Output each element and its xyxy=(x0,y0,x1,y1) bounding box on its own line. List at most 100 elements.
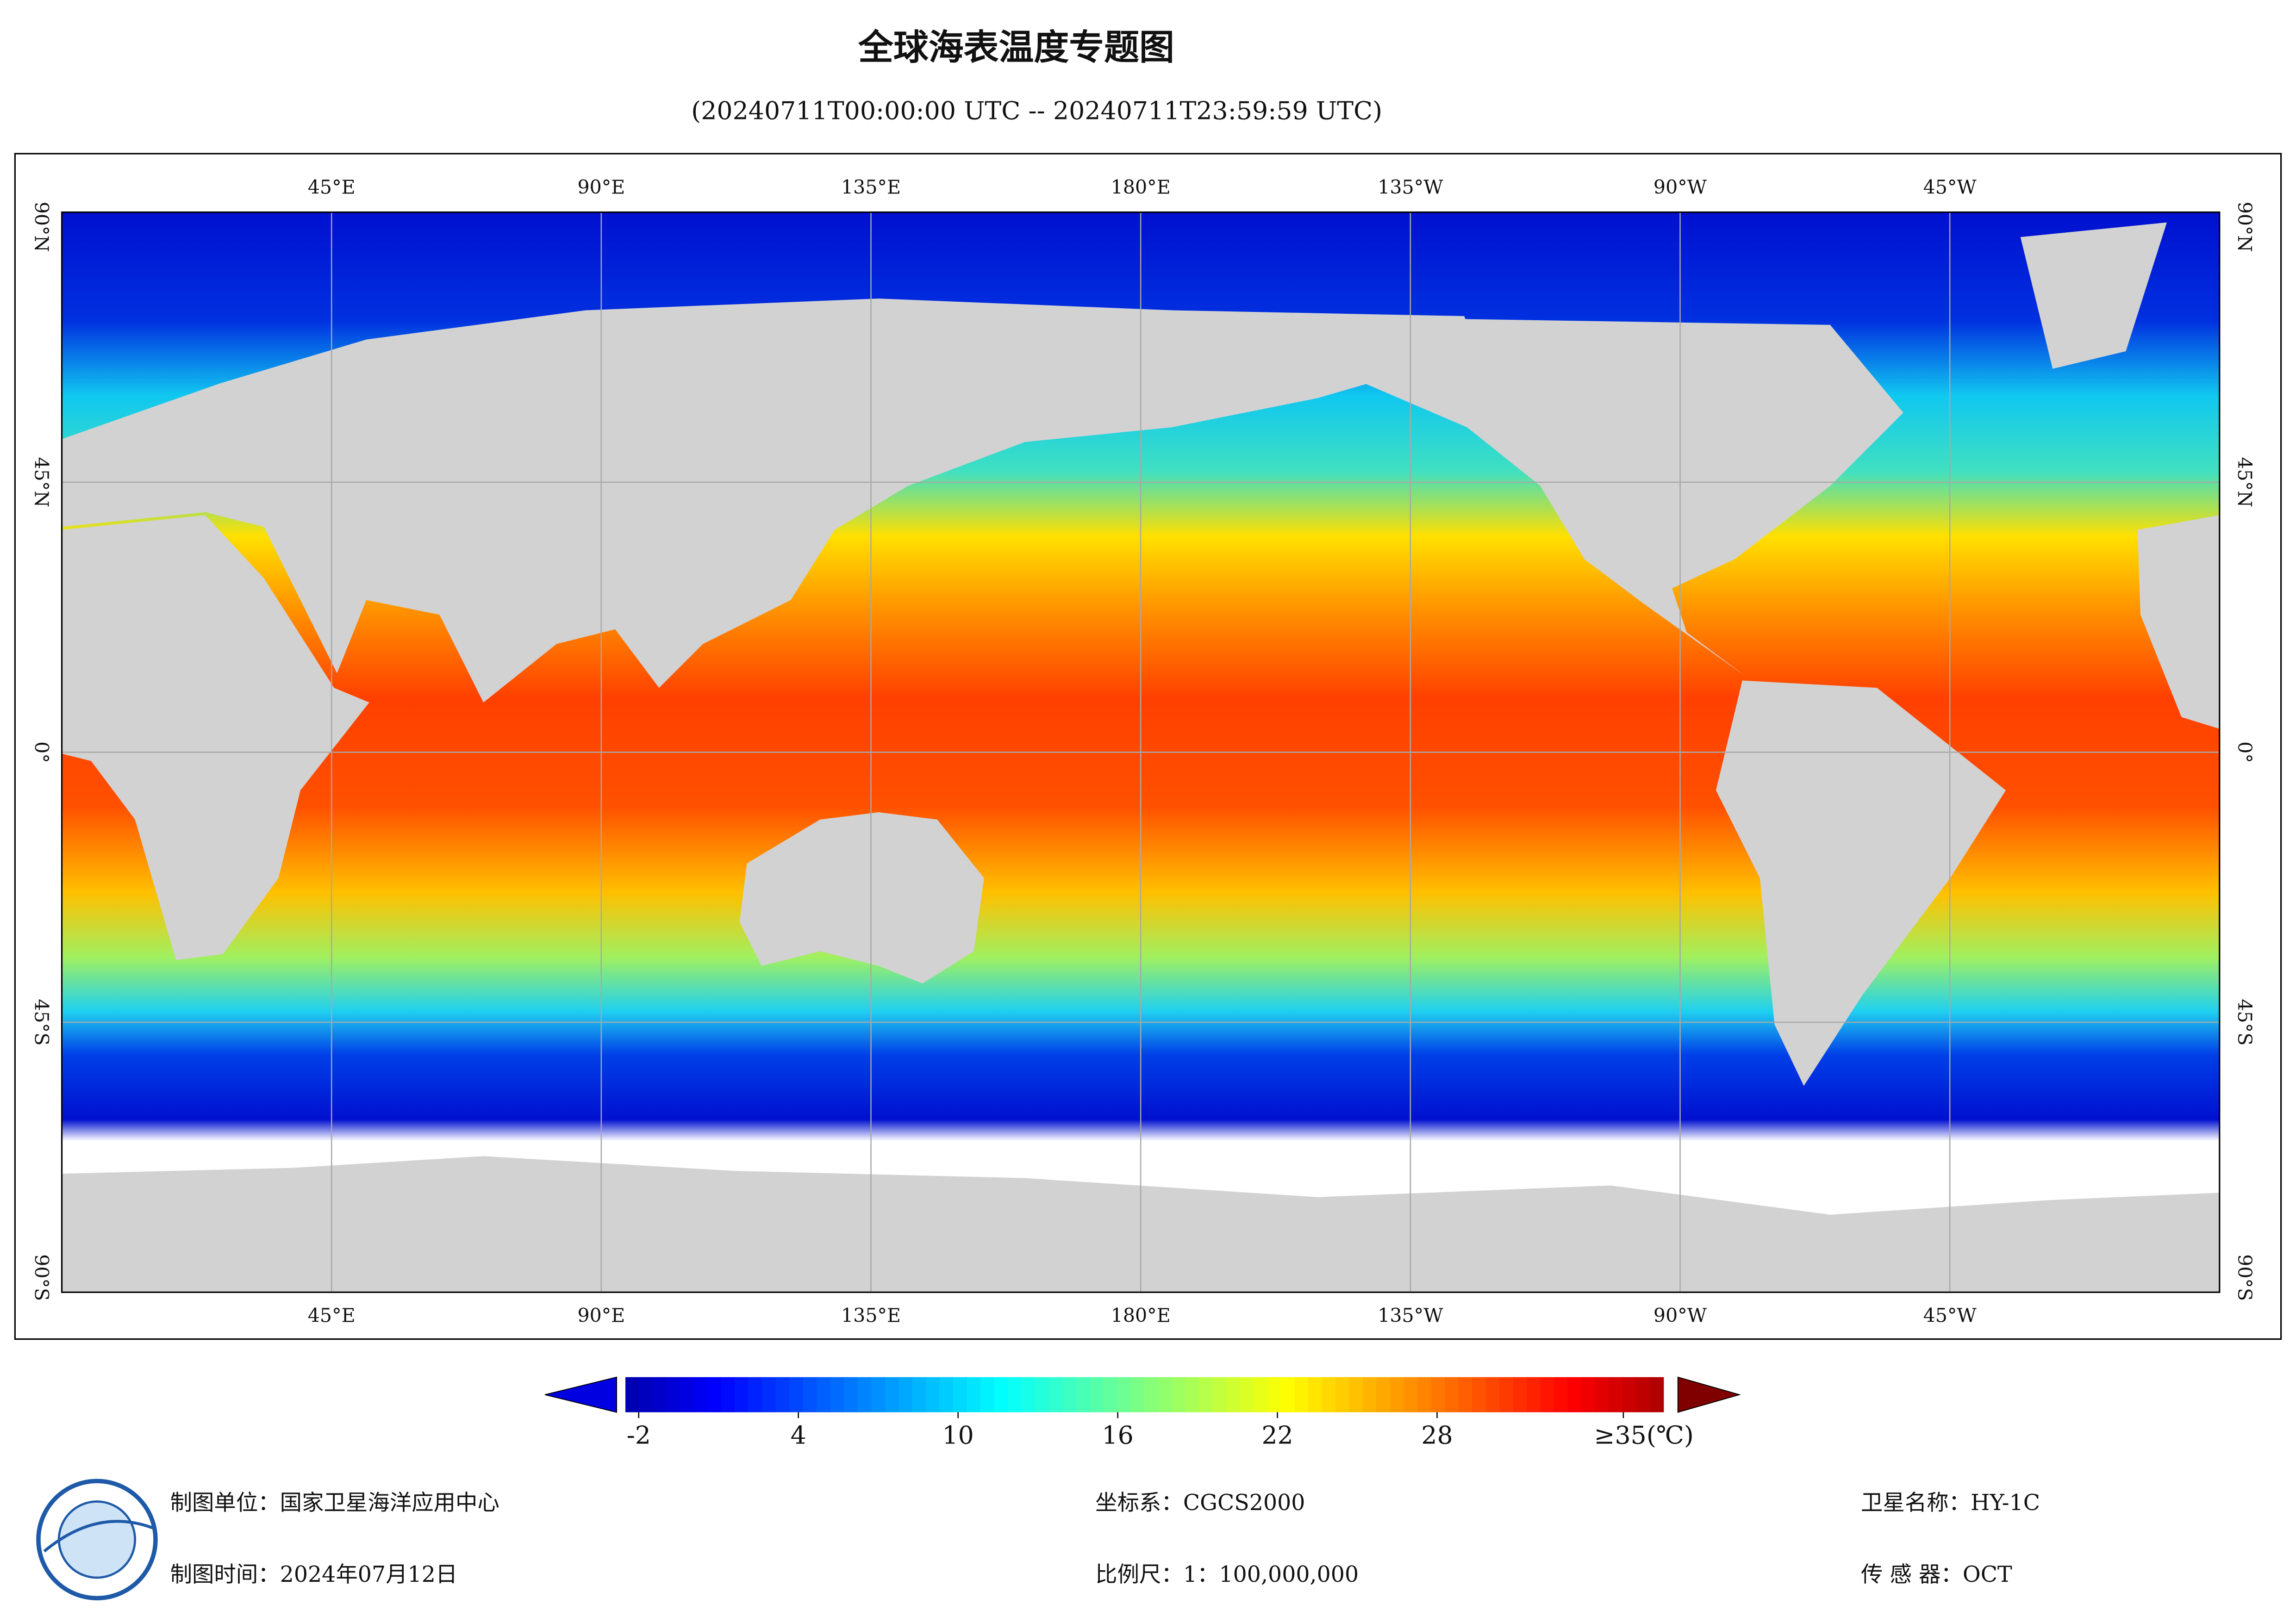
x-tick-label: 45°W xyxy=(1923,1305,1977,1327)
colorbar-cell xyxy=(885,1377,899,1412)
colorbar-cell xyxy=(1567,1377,1582,1412)
x-tick-label: 135°W xyxy=(1378,1305,1443,1327)
colorbar-cell xyxy=(912,1377,927,1412)
greenland xyxy=(2020,222,2167,369)
colorbar-cell xyxy=(762,1377,776,1412)
colorbar-cell xyxy=(1636,1377,1650,1412)
colorbar-cell xyxy=(1376,1377,1391,1412)
colorbar-arrow-high xyxy=(1677,1376,1741,1413)
footer-satellite: 卫星名称：HY-1C xyxy=(1861,1490,2040,1516)
colorbar-tick-label: 10 xyxy=(942,1420,973,1449)
colorbar-cell xyxy=(707,1377,722,1412)
colorbar-cell xyxy=(1308,1377,1323,1412)
colorbar-cell xyxy=(1212,1377,1227,1412)
colorbar-cell xyxy=(653,1377,667,1412)
y-tick-label: 90°N xyxy=(2234,202,2256,252)
colorbar-cell xyxy=(1609,1377,1623,1412)
colorbar-cell xyxy=(1349,1377,1364,1412)
colorbar-cell xyxy=(1254,1377,1268,1412)
x-tick-label: 180°E xyxy=(1111,176,1171,198)
colorbar-cell xyxy=(735,1377,749,1412)
colorbar-cell xyxy=(1240,1377,1254,1412)
colorbar-cell xyxy=(1199,1377,1213,1412)
colorbar-cell xyxy=(1076,1377,1091,1412)
colorbar-cell xyxy=(1117,1377,1131,1412)
colorbar-cell xyxy=(1445,1377,1459,1412)
colorbar-tick-label: 28 xyxy=(1421,1420,1453,1449)
colorbar-cell xyxy=(1649,1377,1664,1412)
colorbar-tick-label: 4 xyxy=(791,1420,806,1449)
colorbar-cell xyxy=(980,1377,995,1412)
colorbar-cell xyxy=(1472,1377,1486,1412)
x-tick-label: 135°W xyxy=(1378,176,1443,198)
logo-globe xyxy=(57,1500,137,1579)
colorbar-cell xyxy=(639,1377,654,1412)
colorbar-cell xyxy=(857,1377,872,1412)
colorbar-cell xyxy=(680,1377,694,1412)
colorbar-cell xyxy=(1267,1377,1282,1412)
colorbar-tick-label: 16 xyxy=(1102,1420,1133,1449)
logo-orbit xyxy=(43,1520,153,1553)
colorbar-cell xyxy=(844,1377,858,1412)
colorbar-cell xyxy=(1158,1377,1173,1412)
colorbar-cell xyxy=(1172,1377,1186,1412)
colorbar-cell xyxy=(1485,1377,1500,1412)
x-tick-label: 135°E xyxy=(841,1305,901,1327)
colorbar-cell xyxy=(1431,1377,1446,1412)
colorbar-cell xyxy=(830,1377,845,1412)
colorbar-cell xyxy=(721,1377,736,1412)
colorbar-cell xyxy=(1090,1377,1104,1412)
y-tick-label: 0° xyxy=(31,741,53,763)
colorbar-cell xyxy=(1281,1377,1295,1412)
map-frame xyxy=(61,211,2221,1293)
colorbar-tick-label: ≥35(℃) xyxy=(1594,1420,1694,1449)
colorbar-cell xyxy=(1226,1377,1241,1412)
colorbar-cell xyxy=(1130,1377,1145,1412)
colorbar-cell xyxy=(1513,1377,1528,1412)
x-tick-label: 180°E xyxy=(1111,1305,1171,1327)
logo xyxy=(36,1479,158,1600)
colorbar-cell xyxy=(1622,1377,1637,1412)
colorbar-tick-label: -2 xyxy=(627,1420,651,1449)
colorbar-cell xyxy=(1554,1377,1568,1412)
colorbar-cell xyxy=(1048,1377,1063,1412)
colorbar-cell xyxy=(1390,1377,1404,1412)
colorbar-cell xyxy=(1527,1377,1541,1412)
colorbar-cell xyxy=(666,1377,681,1412)
x-tick-label: 90°W xyxy=(1653,176,1707,198)
colorbar-cell xyxy=(1062,1377,1077,1412)
africa xyxy=(62,515,369,960)
y-tick-label: 90°S xyxy=(2234,1254,2256,1301)
y-tick-label: 45°N xyxy=(31,457,53,508)
footer-time: 制图时间：2024年07月12日 xyxy=(170,1562,458,1587)
y-tick-label: 45°S xyxy=(31,999,53,1045)
colorbar-tick-label: 22 xyxy=(1261,1420,1293,1449)
map-border xyxy=(14,153,2282,1340)
colorbar-cell xyxy=(1144,1377,1159,1412)
colorbar-cell xyxy=(967,1377,981,1412)
footer-sensor: 传 感 器：OCT xyxy=(1861,1562,2012,1587)
x-tick-label: 45°E xyxy=(308,176,356,198)
x-tick-label: 135°E xyxy=(841,176,901,198)
colorbar-cell xyxy=(1185,1377,1200,1412)
subtitle: (20240711T00:00:00 UTC -- 20240711T23:59… xyxy=(691,96,1382,125)
x-tick-label: 45°E xyxy=(308,1305,356,1327)
colorbar-cell xyxy=(803,1377,817,1412)
colorbar-cell xyxy=(775,1377,790,1412)
x-tick-label: 90°E xyxy=(577,176,625,198)
colorbar-cell xyxy=(1499,1377,1514,1412)
colorbar-cell xyxy=(693,1377,708,1412)
south-america xyxy=(1716,680,2006,1086)
y-tick-label: 0° xyxy=(2234,741,2256,763)
colorbar-cell xyxy=(994,1377,1009,1412)
colorbar-cell xyxy=(1363,1377,1377,1412)
colorbar-cell xyxy=(1335,1377,1350,1412)
y-tick-label: 90°S xyxy=(31,1254,53,1301)
colorbar-cell xyxy=(1035,1377,1049,1412)
footer-crs: 坐标系：CGCS2000 xyxy=(1095,1490,1305,1516)
colorbar-cell xyxy=(817,1377,831,1412)
colorbar-cell xyxy=(625,1377,640,1412)
colorbar-cell xyxy=(1540,1377,1555,1412)
x-tick-label: 45°W xyxy=(1923,176,1977,198)
